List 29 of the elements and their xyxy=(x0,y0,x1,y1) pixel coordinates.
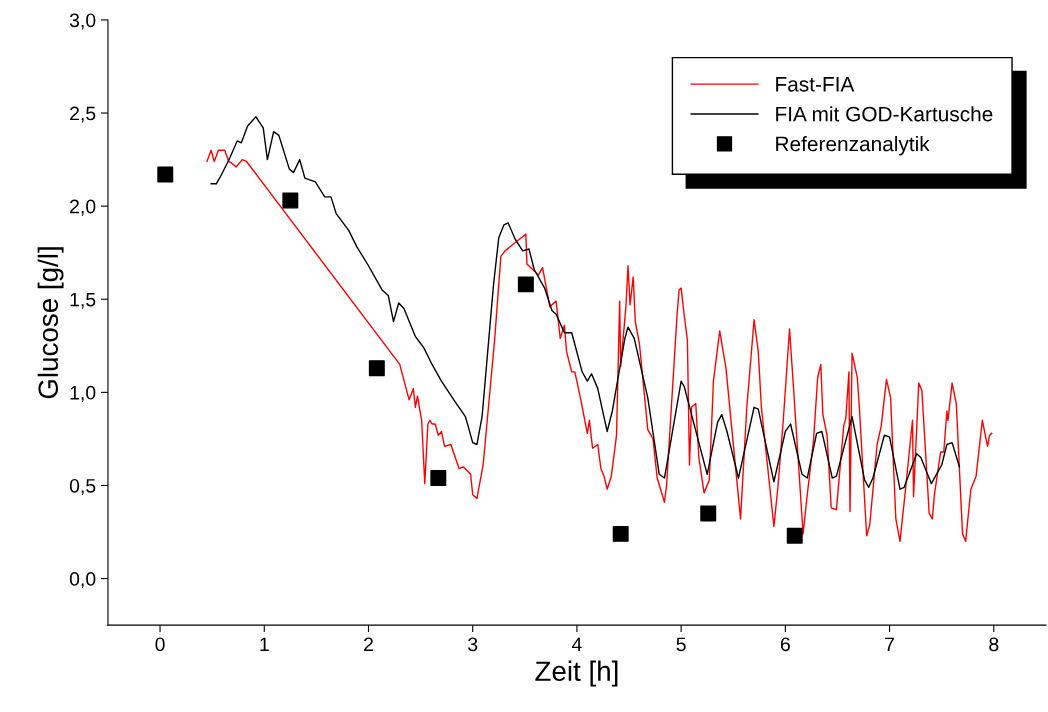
legend-label: FIA mit GOD-Kartusche xyxy=(776,106,993,122)
x-tick-label: 2 xyxy=(364,637,373,652)
x-tick-label: 8 xyxy=(989,637,999,652)
point xyxy=(157,166,174,183)
y-tick-label: 0,5 xyxy=(69,478,96,496)
x-tick-label: 1 xyxy=(260,637,269,652)
point xyxy=(700,505,717,522)
y-axis-title: Glucose [g/l] xyxy=(37,247,64,399)
x-tick-label: 3 xyxy=(468,637,478,652)
legend-label: Fast-FIA xyxy=(776,77,855,92)
x-axis-title: Zeit [h] xyxy=(535,660,618,687)
y-tick-label: 2,0 xyxy=(70,199,96,216)
point xyxy=(282,192,299,209)
x-tick-label: 4 xyxy=(571,637,582,652)
x-tick-label: 7 xyxy=(885,637,895,652)
y-tick-label: 3,0 xyxy=(69,13,96,30)
legend-label: Referenzanalytik xyxy=(776,136,930,156)
point xyxy=(368,360,385,377)
x-tick-label: 0 xyxy=(155,637,165,652)
x-tick-label: 6 xyxy=(780,637,790,652)
point xyxy=(786,527,803,544)
y-tick-label: 1,0 xyxy=(70,385,96,402)
y-tick-label: 1,5 xyxy=(70,292,96,309)
y-tick-label: 0,0 xyxy=(69,572,96,589)
point xyxy=(430,470,447,487)
x-tick-label: 5 xyxy=(676,637,686,652)
point xyxy=(612,525,629,542)
y-tick-label: 2,5 xyxy=(70,106,96,123)
point xyxy=(517,276,534,293)
